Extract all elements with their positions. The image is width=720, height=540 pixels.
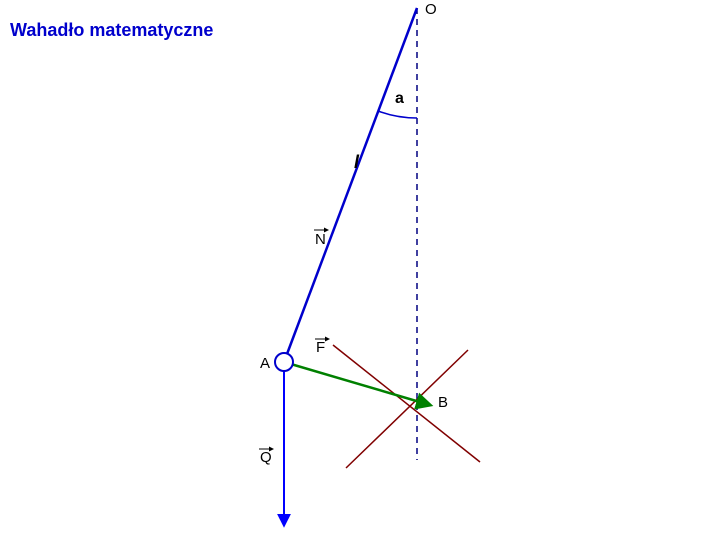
pendulum-string xyxy=(284,8,417,362)
aux-line-2 xyxy=(346,350,468,468)
label-o: O xyxy=(425,1,437,18)
label-alpha: a xyxy=(395,90,404,107)
aux-line-1 xyxy=(333,345,480,462)
angle-arc xyxy=(378,111,417,118)
pendulum-diagram: O a l N F A B Q xyxy=(0,0,720,540)
label-a: A xyxy=(260,355,270,372)
pendulum-bob xyxy=(275,353,293,371)
label-q: Q xyxy=(260,449,272,466)
label-n: N xyxy=(315,231,326,248)
label-f: F xyxy=(316,339,325,356)
label-b: B xyxy=(438,394,448,411)
force-f-vector xyxy=(284,362,430,405)
